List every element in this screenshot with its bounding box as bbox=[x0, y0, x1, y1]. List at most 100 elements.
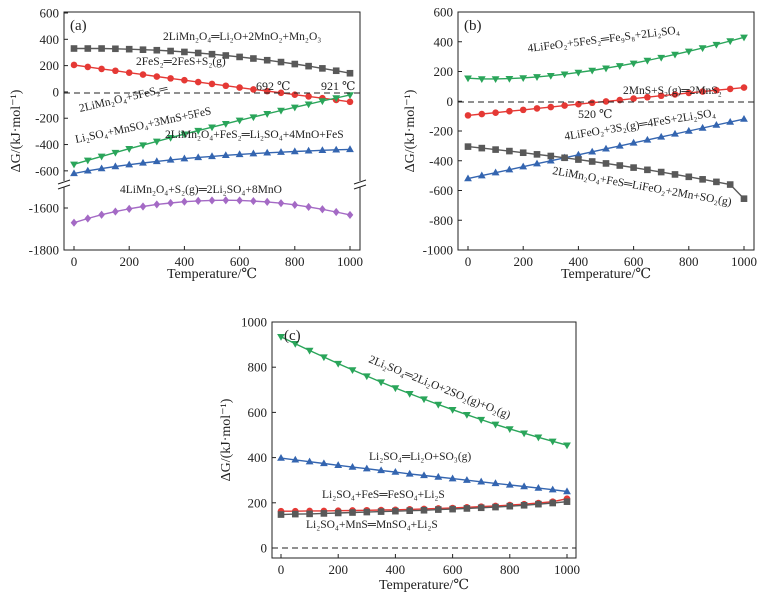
data-point-a-2 bbox=[236, 84, 243, 91]
data-point-a-3 bbox=[180, 131, 189, 139]
data-point-b-1 bbox=[712, 41, 721, 49]
x-tick-label-b: 200 bbox=[513, 254, 533, 269]
data-point-a-3 bbox=[332, 95, 341, 103]
data-point-b-2 bbox=[644, 93, 651, 101]
data-point-b-4 bbox=[713, 178, 720, 186]
data-point-a-5 bbox=[277, 199, 285, 208]
data-point-a-5 bbox=[291, 200, 299, 209]
y-tick-label-b: -400 bbox=[429, 153, 453, 168]
data-point-c-4 bbox=[435, 506, 442, 513]
data-point-b-4 bbox=[657, 168, 665, 176]
data-point-a-5 bbox=[98, 210, 105, 219]
y-tick-label-b: -1000 bbox=[423, 243, 453, 258]
data-point-a-2 bbox=[112, 67, 119, 75]
data-point-b-4 bbox=[575, 156, 582, 163]
data-point-b-1 bbox=[684, 48, 693, 56]
panel-b-reaction-2: 2MnS+S₂(g)═2MnS₂ bbox=[623, 85, 722, 97]
x-tick-label-a: 1000 bbox=[337, 254, 363, 269]
data-point-b-3 bbox=[491, 168, 500, 176]
panel-b-label: (b) bbox=[464, 18, 482, 34]
data-point-a-4 bbox=[152, 157, 161, 165]
x-tick-label-b: 0 bbox=[465, 254, 472, 269]
data-point-a-4 bbox=[290, 147, 299, 155]
data-point-c-4 bbox=[334, 509, 342, 517]
data-point-c-1 bbox=[448, 406, 457, 414]
data-point-c-4 bbox=[406, 507, 413, 515]
data-point-c-1 bbox=[348, 367, 357, 375]
data-point-a-4 bbox=[125, 160, 134, 168]
data-point-a-5 bbox=[167, 198, 174, 208]
data-point-a-1 bbox=[125, 45, 133, 53]
data-point-a-5 bbox=[263, 197, 271, 207]
axis-break-right bbox=[353, 179, 367, 190]
data-point-a-4 bbox=[70, 169, 78, 177]
x-tick-label-a: 0 bbox=[71, 254, 78, 269]
data-point-a-3 bbox=[249, 114, 258, 122]
data-point-a-3 bbox=[194, 127, 203, 135]
data-point-b-2 bbox=[492, 109, 499, 117]
x-tick-label-c: 1000 bbox=[554, 562, 580, 577]
panel-b: 0 200 400 600 800 1000 600 400 200 0 -200 -400 -600 -… bbox=[403, 5, 757, 283]
panel-a-reaction-1: 2LiMn₂O₄═Li₂O+2MnO₂+Mn₂O₃ bbox=[163, 31, 321, 43]
axis-break-left bbox=[57, 179, 71, 190]
data-point-c-4 bbox=[292, 510, 299, 518]
data-point-c-4 bbox=[277, 511, 285, 518]
data-point-a-1 bbox=[194, 49, 202, 57]
data-point-b-3 bbox=[588, 147, 597, 155]
panel-c-series-group bbox=[277, 333, 571, 518]
data-point-c-4 bbox=[563, 498, 571, 505]
data-point-b-4 bbox=[630, 164, 637, 171]
x-tick-label-c: 0 bbox=[278, 562, 285, 577]
data-point-a-3 bbox=[277, 107, 285, 115]
data-point-c-1 bbox=[362, 373, 371, 381]
data-point-a-1 bbox=[346, 69, 354, 77]
data-point-c-2 bbox=[520, 482, 528, 490]
data-point-c-4 bbox=[349, 509, 356, 516]
panel-c-frame bbox=[271, 321, 577, 559]
y-tick-label-b: 200 bbox=[434, 64, 454, 79]
data-point-b-3 bbox=[464, 174, 472, 182]
y-tick-label-a: 400 bbox=[40, 32, 60, 47]
data-point-a-5 bbox=[346, 210, 354, 220]
data-point-b-4 bbox=[740, 195, 748, 202]
data-point-a-3 bbox=[290, 104, 299, 112]
data-point-b-3 bbox=[477, 171, 486, 179]
data-point-a-4 bbox=[304, 146, 313, 154]
x-tick-label-b: 1000 bbox=[731, 254, 757, 269]
data-point-a-5 bbox=[181, 197, 188, 206]
data-point-a-4 bbox=[208, 152, 216, 160]
data-point-c-2 bbox=[448, 474, 457, 482]
y-tick-label-b: 400 bbox=[434, 34, 454, 49]
data-point-b-3 bbox=[712, 120, 721, 128]
data-point-a-1 bbox=[208, 50, 216, 58]
data-point-b-4 bbox=[464, 143, 472, 150]
y-tick-label-a: -1800 bbox=[29, 243, 59, 258]
data-point-b-2 bbox=[602, 98, 610, 105]
data-point-a-1 bbox=[236, 53, 243, 61]
data-point-a-1 bbox=[98, 45, 105, 52]
data-point-c-4 bbox=[392, 507, 399, 515]
data-point-b-2 bbox=[685, 89, 693, 97]
data-point-c-2 bbox=[434, 472, 443, 480]
data-point-a-3 bbox=[83, 157, 92, 165]
panel-c-reaction-1: 2Li₂SO₄═2Li₂O+2SO₂(g)+O₂(g) bbox=[367, 354, 512, 422]
panel-a-annotation-692: 692 ℃ bbox=[256, 79, 290, 93]
data-point-a-1 bbox=[139, 46, 147, 53]
data-point-b-2 bbox=[478, 110, 486, 118]
data-point-a-4 bbox=[277, 148, 285, 155]
data-point-a-3 bbox=[208, 124, 216, 132]
data-point-c-2 bbox=[477, 477, 486, 485]
data-point-a-1 bbox=[153, 46, 161, 54]
data-point-b-4 bbox=[492, 146, 499, 153]
data-point-b-3 bbox=[519, 162, 528, 170]
data-point-c-2 bbox=[334, 461, 343, 468]
data-point-a-5 bbox=[208, 196, 216, 205]
data-point-b-1 bbox=[491, 76, 500, 84]
data-point-b-4 bbox=[644, 166, 651, 174]
data-point-b-4 bbox=[616, 162, 624, 169]
data-point-a-1 bbox=[305, 62, 312, 70]
x-tick-label-a: 200 bbox=[119, 254, 139, 269]
x-tick-label-a: 600 bbox=[230, 254, 250, 269]
data-point-c-1 bbox=[548, 438, 557, 446]
data-point-a-2 bbox=[305, 93, 312, 100]
